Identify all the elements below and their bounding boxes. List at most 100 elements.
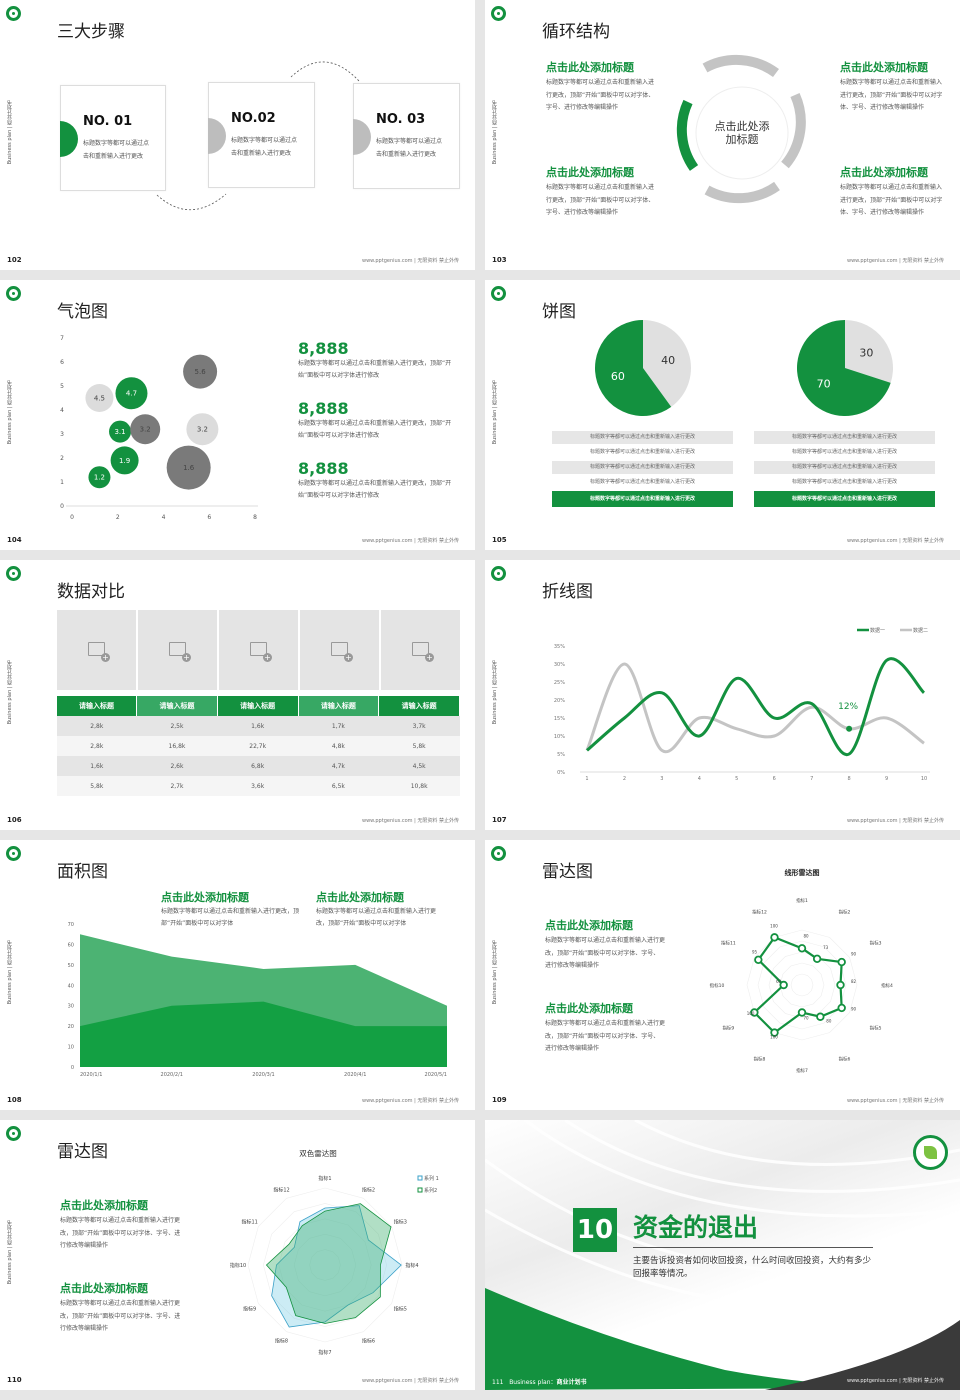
block-title: 点击此处添加标题 bbox=[60, 1282, 148, 1295]
text-block: 点击此处添加标题 标题数字等都可以通过点击和重新输入进行更改，顶部“开始”面板中可… bbox=[60, 1197, 182, 1253]
block-text: 标题数字等都可以通过点击和重新输入进行更改，顶部“开始”面板中可以对字体、字号、… bbox=[60, 1217, 181, 1249]
side-label: Business plan | 商业计划书 bbox=[7, 660, 13, 725]
block-title: 点击此处添加标题 bbox=[316, 891, 404, 904]
bubble bbox=[109, 420, 132, 443]
data-annotation: 12% bbox=[838, 702, 858, 712]
y-tick-label: 30% bbox=[554, 662, 565, 668]
y-tick-label: 25% bbox=[554, 680, 565, 686]
block-title: 点击此处添加标题 bbox=[161, 891, 249, 904]
x-tick-label: 2020/1/1 bbox=[80, 1072, 102, 1078]
pie-label: 40 bbox=[661, 354, 675, 367]
y-tick-label: 5% bbox=[557, 752, 565, 758]
slide-title: 雷达图 bbox=[57, 1142, 108, 1162]
legend-label: 系列 1 bbox=[424, 1175, 439, 1182]
slide-title: 三大步骤 bbox=[57, 22, 125, 42]
x-tick-label: 4 bbox=[162, 514, 166, 521]
pie-label: 60 bbox=[611, 370, 625, 383]
radar-point bbox=[797, 944, 807, 953]
logo-icon bbox=[6, 1126, 21, 1141]
radar-axis-label: 指标7 bbox=[796, 1067, 808, 1074]
image-placeholder[interactable] bbox=[57, 610, 136, 690]
radar-value-label: 80 bbox=[803, 933, 809, 938]
image-add-icon bbox=[412, 642, 434, 662]
data-table: 请输入标题 请输入标题 请输入标题 请输入标题 请输入标题 2,8k 2,5k 1,6k 1,… bbox=[57, 696, 460, 796]
slide-107[interactable]: 折线图 Business plan | 商业计划书 0% 5% 10% 15% 20% 2… bbox=[485, 560, 960, 830]
radar-grid bbox=[278, 1218, 372, 1312]
table-row: 2,8k 16,8k 22,7k 4,8k 5,8k bbox=[57, 736, 460, 756]
bubble-label: 1.6 bbox=[183, 464, 195, 472]
slide-108[interactable]: 面积图 Business plan | 商业计划书 0 10 20 30 40 50 60 7… bbox=[0, 840, 475, 1110]
table-cell: 4,8k bbox=[331, 742, 345, 750]
step-text: 标题数字等都可以通过点击和重新输入进行更改 bbox=[83, 140, 150, 160]
y-tick-label: 15% bbox=[554, 716, 565, 722]
footer: www.pptgenius.com | 无限资料 禁止外传 bbox=[361, 1378, 459, 1384]
table-cell: 16,8k bbox=[168, 742, 186, 750]
stat-block: 8,888 标题数字等都可以通过点击和重新输入进行更改，顶部“开始”面板中可以对字… bbox=[298, 399, 458, 442]
divider bbox=[633, 1247, 873, 1248]
text-block: 点击此处添加标题 标题数字等都可以通过点击和重新输入进行更改，顶部“开始”面板中可… bbox=[840, 164, 946, 220]
slide-title: 折线图 bbox=[542, 582, 593, 602]
footer: www.pptgenius.com | 无限资料 禁止外传 bbox=[846, 258, 944, 264]
table-cell: 3,7k bbox=[412, 722, 426, 730]
cycle-arrow-right bbox=[781, 92, 806, 169]
pie-table-row: 标题数字等都可以通过点击和重新输入进行更改 bbox=[754, 461, 935, 474]
slide-109[interactable]: 雷达图 Business plan | 商业计划书 点击此处添加标题 标题数字等都… bbox=[485, 840, 960, 1110]
x-tick-label: 0 bbox=[70, 514, 74, 521]
slide-103[interactable]: 循环结构 Business plan | 商业计划书 点击此处添加标题 标题数字等… bbox=[485, 0, 960, 270]
page-number: 110 bbox=[7, 1376, 22, 1384]
radar-axis-label: 指标5 bbox=[394, 1306, 407, 1313]
bubble bbox=[115, 377, 148, 410]
pie-table-row: 标题数字等都可以通过点击和重新输入进行更改 bbox=[754, 491, 935, 507]
text-block: 点击此处添加标题 标题数字等都可以通过点击和重新输入进行更改，顶部“开始”面板中可… bbox=[546, 59, 656, 115]
x-tick-label: 10 bbox=[921, 776, 927, 782]
x-tick-label: 2 bbox=[116, 514, 120, 521]
table-cell: 10,8k bbox=[410, 782, 428, 790]
radar-value-label: 80 bbox=[826, 1019, 832, 1024]
text-block: 点击此处添加标题 标题数字等都可以通过点击和重新输入进行更改，顶部“开始”面板中可… bbox=[840, 59, 946, 115]
image-placeholder[interactable] bbox=[219, 610, 298, 690]
footer: www.pptgenius.com | 无限资料 禁止外传 bbox=[846, 818, 944, 824]
bottom-label-cn: 商业计划书 bbox=[556, 1379, 587, 1386]
area-series bbox=[80, 1001, 447, 1067]
radar-grid bbox=[309, 1249, 341, 1281]
x-tick-label: 5 bbox=[735, 776, 738, 782]
radar-axis-label: 指标8 bbox=[754, 1056, 766, 1063]
slide-106[interactable]: 数据对比 Business plan | 商业计划书 106 www.pptge… bbox=[0, 560, 475, 830]
radar-point bbox=[837, 1003, 846, 1013]
image-placeholder[interactable] bbox=[381, 610, 460, 690]
slide-102[interactable]: 三大步骤 Business plan | 商业计划书 NO. 01 标题数字等都… bbox=[0, 0, 475, 270]
slide-111[interactable]: 10 资金的退出 主要告诉投资者如何收回投资，什么时间收回投资，大约有多少回报率… bbox=[485, 1120, 960, 1390]
radar-axis-label: 指标1 bbox=[796, 897, 808, 904]
slide-title: 数据对比 bbox=[57, 582, 125, 602]
table-cell: 1,6k bbox=[90, 762, 104, 770]
radar-value-label: 100 bbox=[747, 1011, 755, 1016]
logo-icon bbox=[6, 6, 21, 21]
pie-table-row: 标题数字等都可以通过点击和重新输入进行更改 bbox=[754, 476, 935, 489]
image-placeholder[interactable] bbox=[138, 610, 217, 690]
logo-icon bbox=[6, 566, 21, 581]
chart-title: 双色雷达图 bbox=[299, 1148, 337, 1158]
image-placeholder[interactable] bbox=[300, 610, 379, 690]
slide-105[interactable]: 饼图 Business plan | 商业计划书 40 60 30 70 标题数字等都… bbox=[485, 280, 960, 550]
bubble-label: 1.9 bbox=[119, 457, 130, 465]
radar-axis-label: 指标8 bbox=[275, 1337, 288, 1344]
slide-110[interactable]: 雷达图 Business plan | 商业计划书 点击此处添加标题 标题数字等都… bbox=[0, 1120, 475, 1390]
table-header: 请输入标题 bbox=[378, 696, 460, 716]
y-tick-label: 0 bbox=[60, 503, 64, 510]
stat-block: 8,888 标题数字等都可以通过点击和重新输入进行更改，顶部“开始”面板中可以对字… bbox=[298, 339, 458, 382]
legend-swatch bbox=[417, 1175, 423, 1181]
y-tick-label: 50 bbox=[68, 963, 74, 969]
table-header: 请输入标题 bbox=[57, 696, 138, 716]
step-card-2: NO.02 标题数字等都可以通过点击和重新输入进行更改 bbox=[208, 82, 315, 188]
radar-axis-label: 指标2 bbox=[839, 908, 851, 915]
x-tick-label: 2020/3/1 bbox=[252, 1072, 274, 1078]
table-cell: 5,8k bbox=[412, 742, 426, 750]
radar-value-label: 95 bbox=[752, 949, 758, 954]
logo-icon bbox=[491, 846, 506, 861]
table-row: 5,8k 2,7k 3,6k 6,5k 10,8k bbox=[57, 776, 460, 796]
pie-table-row: 标题数字等都可以通过点击和重新输入进行更改 bbox=[754, 446, 935, 459]
radar-axis-label: 指标12 bbox=[273, 1187, 289, 1194]
bubble bbox=[110, 446, 139, 475]
legend-label: 数据一 bbox=[870, 627, 885, 634]
